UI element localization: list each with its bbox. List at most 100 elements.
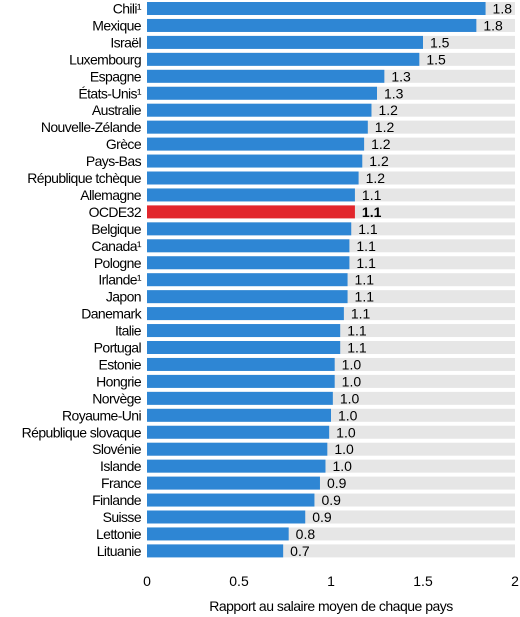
- data-label: 1.0: [342, 373, 362, 389]
- category-label: Chili¹: [113, 1, 142, 17]
- data-label: 1.5: [426, 51, 446, 67]
- bar: [147, 35, 423, 49]
- data-label: 1.5: [430, 34, 450, 50]
- category-label: Allemagne: [80, 187, 142, 203]
- bar: [147, 2, 486, 15]
- data-label: 1.1: [347, 323, 367, 339]
- data-label: 1.1: [356, 255, 376, 271]
- data-label: 1.2: [378, 102, 398, 118]
- bar: [147, 256, 350, 270]
- category-label: Espagne: [90, 68, 142, 84]
- data-label: 1.1: [362, 187, 382, 203]
- bar: [147, 527, 289, 541]
- category-label: OCDE32: [89, 204, 142, 220]
- bar: [147, 510, 306, 524]
- bar: [147, 52, 420, 66]
- data-label: 1.2: [369, 153, 389, 169]
- data-label: 1.1: [355, 289, 375, 305]
- bar: [147, 425, 330, 439]
- bar: [147, 307, 344, 321]
- data-label: 0.9: [327, 475, 347, 491]
- category-label: Belgique: [91, 221, 142, 237]
- category-label: Islande: [100, 458, 142, 474]
- category-label: États-Unis¹: [78, 85, 142, 101]
- bar: [147, 273, 348, 287]
- category-label: Mexique: [92, 17, 142, 33]
- category-label: République tchèque: [27, 170, 142, 186]
- data-label: 1.0: [342, 356, 362, 372]
- data-label: 1.3: [384, 85, 404, 101]
- category-label: Lituanie: [97, 543, 142, 559]
- category-label: Suisse: [103, 509, 142, 525]
- data-label: 1.1: [356, 238, 376, 254]
- data-label: 1.1: [351, 306, 371, 322]
- data-label: 1.1: [362, 204, 382, 220]
- bar: [147, 69, 385, 83]
- bar: [147, 341, 341, 354]
- data-label: 1.8: [483, 17, 503, 33]
- category-label: Lettonie: [96, 526, 142, 542]
- data-label: 1.0: [338, 407, 358, 423]
- category-label: République slovaque: [22, 424, 142, 440]
- category-label: Nouvelle-Zélande: [41, 119, 142, 135]
- data-label: 0.8: [296, 526, 316, 542]
- highlight-bar: [147, 205, 355, 219]
- bar: [147, 137, 365, 151]
- data-label: 1.1: [355, 272, 375, 288]
- category-label: Hongrie: [96, 373, 142, 389]
- bar: [147, 459, 326, 473]
- data-label: 1.0: [336, 424, 356, 440]
- data-label: 1.8: [493, 1, 513, 17]
- data-label: 1.0: [332, 458, 352, 474]
- x-tick-label: 2: [511, 573, 519, 589]
- category-label: Israël: [110, 34, 141, 50]
- data-label: 1.2: [366, 170, 386, 186]
- data-label: 1.1: [347, 340, 367, 356]
- category-label: Finlande: [92, 492, 142, 508]
- data-label: 1.0: [334, 441, 354, 457]
- bar: [147, 324, 341, 338]
- bar: [147, 86, 377, 100]
- x-tick-label: 1: [327, 573, 335, 589]
- bar: [147, 239, 350, 253]
- bar: [147, 290, 348, 304]
- category-label: Estonie: [99, 356, 142, 372]
- data-label: 1.3: [391, 68, 411, 84]
- bar: [147, 120, 368, 134]
- category-label: Royaume-Uni: [62, 407, 141, 423]
- bar: [147, 442, 328, 456]
- category-label: Canada¹: [91, 238, 141, 254]
- data-label: 0.9: [321, 492, 341, 508]
- bar: [147, 171, 359, 185]
- bar: [147, 493, 315, 507]
- category-label: Pays-Bas: [86, 153, 142, 169]
- category-label: Danemark: [81, 306, 142, 322]
- data-label: 1.2: [375, 119, 395, 135]
- x-axis-title: Rapport au salaire moyen de chaque pays: [209, 598, 453, 614]
- category-label: Norvège: [92, 390, 142, 406]
- bar: [147, 357, 335, 371]
- data-label: 0.7: [290, 543, 310, 559]
- bar: [147, 408, 331, 422]
- x-tick-label: 0: [143, 573, 151, 589]
- category-label: Irlande¹: [98, 272, 142, 288]
- data-label: 0.9: [312, 509, 332, 525]
- bar: [147, 391, 333, 405]
- bar: [147, 154, 363, 168]
- category-label: Australie: [92, 102, 142, 118]
- bar: [147, 374, 335, 388]
- x-tick-label: 0.5: [229, 573, 249, 589]
- bar: [147, 476, 320, 490]
- category-label: Japon: [106, 289, 141, 305]
- data-label: 1.1: [358, 221, 378, 237]
- category-label: Pologne: [94, 255, 142, 271]
- category-label: Slovénie: [92, 441, 142, 457]
- category-label: Luxembourg: [69, 51, 141, 67]
- category-label: Grèce: [106, 136, 142, 152]
- x-tick-label: 1.5: [413, 573, 433, 589]
- bar: [147, 222, 352, 236]
- bar: [147, 103, 372, 117]
- bar: [147, 188, 355, 202]
- bar: [147, 544, 284, 558]
